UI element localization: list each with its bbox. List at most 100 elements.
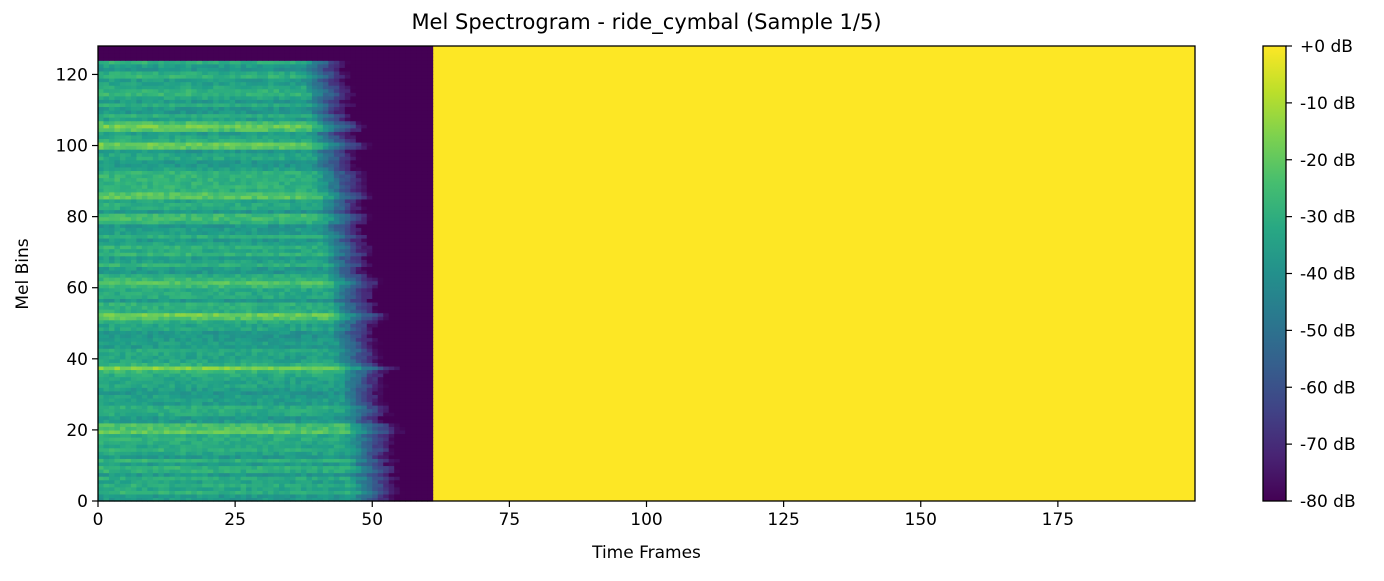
heatmap-cell — [388, 358, 395, 363]
heatmap-cell — [311, 252, 318, 257]
heatmap-cell — [350, 291, 357, 296]
heatmap-cell — [229, 469, 236, 474]
heatmap-cell — [377, 376, 384, 381]
heatmap-cell — [147, 333, 154, 339]
heatmap-cell — [350, 493, 357, 499]
heatmap-cell — [119, 380, 127, 385]
heatmap-cell — [229, 405, 236, 410]
heatmap-cell — [196, 344, 203, 349]
heatmap-cell — [163, 426, 170, 431]
heatmap-cell — [218, 230, 225, 235]
heatmap-cell — [355, 216, 362, 221]
heatmap-cell — [394, 213, 401, 218]
heatmap-cell — [262, 287, 269, 292]
heatmap-cell — [317, 291, 324, 296]
heatmap-cell — [202, 472, 209, 477]
heatmap-cell — [289, 365, 297, 371]
heatmap-cell — [158, 397, 165, 403]
heatmap-cell — [213, 355, 220, 360]
heatmap-cell — [311, 326, 318, 331]
heatmap-cell — [213, 330, 220, 335]
heatmap-cell — [328, 479, 335, 484]
heatmap-cell — [108, 223, 116, 228]
heatmap-cell — [169, 337, 176, 342]
heatmap-cell — [410, 383, 417, 388]
heatmap-cell — [169, 230, 176, 235]
heatmap-cell — [295, 433, 302, 438]
heatmap-cell — [103, 465, 110, 470]
heatmap-cell — [268, 394, 275, 399]
heatmap-cell — [240, 341, 247, 346]
heatmap-cell — [268, 380, 275, 385]
heatmap-cell — [125, 326, 132, 331]
heatmap-cell — [185, 305, 192, 310]
heatmap-cell — [328, 241, 335, 246]
heatmap-cell — [191, 390, 198, 395]
heatmap-cell — [158, 280, 165, 285]
heatmap-cell — [196, 220, 203, 225]
heatmap-cell — [339, 294, 346, 299]
heatmap-cell — [383, 355, 390, 360]
heatmap-cell — [311, 330, 318, 335]
heatmap-cell — [207, 344, 214, 349]
heatmap-cell — [421, 497, 428, 502]
heatmap-cell — [141, 341, 148, 346]
heatmap-cell — [394, 216, 401, 221]
heatmap-cell — [224, 319, 231, 324]
heatmap-cell — [125, 461, 132, 467]
heatmap-cell — [251, 497, 258, 502]
heatmap-cell — [229, 227, 236, 232]
heatmap-cell — [158, 483, 165, 488]
heatmap-cell — [240, 479, 247, 484]
heatmap-cell — [322, 291, 329, 296]
heatmap-cell — [114, 273, 121, 278]
heatmap-cell — [322, 362, 329, 367]
heatmap-cell — [240, 291, 247, 296]
heatmap-cell — [416, 234, 423, 239]
heatmap-cell — [383, 252, 390, 257]
heatmap-cell — [174, 433, 181, 438]
heatmap-cell — [240, 294, 247, 299]
heatmap-cell — [322, 333, 329, 339]
heatmap-cell — [152, 451, 159, 456]
heatmap-cell — [273, 469, 280, 474]
heatmap-cell — [158, 223, 165, 228]
heatmap-cell — [130, 408, 137, 413]
heatmap-cell — [273, 248, 280, 253]
heatmap-cell — [405, 408, 412, 413]
heatmap-cell — [114, 259, 121, 264]
heatmap-cell — [427, 479, 434, 484]
heatmap-cell — [180, 454, 187, 459]
heatmap-cell — [311, 277, 318, 282]
heatmap-cell — [268, 259, 275, 264]
heatmap-cell — [383, 287, 390, 292]
heatmap-cell — [152, 497, 159, 502]
heatmap-cell — [147, 230, 154, 235]
heatmap-cell — [366, 323, 373, 328]
heatmap-cell — [273, 287, 280, 292]
heatmap-cell — [152, 234, 159, 239]
heatmap-cell — [174, 422, 181, 427]
heatmap-cell — [427, 220, 434, 225]
heatmap-cell — [361, 451, 368, 456]
heatmap-cell — [108, 387, 116, 392]
heatmap-cell — [218, 316, 225, 321]
heatmap-cell — [279, 408, 286, 413]
heatmap-cell — [284, 419, 291, 424]
heatmap-cell — [98, 426, 105, 431]
heatmap-cell — [108, 433, 116, 438]
heatmap-cell — [399, 273, 406, 278]
heatmap-cell — [202, 330, 209, 335]
heatmap-cell — [355, 472, 362, 477]
heatmap-cell — [333, 309, 340, 314]
heatmap-cell — [262, 358, 269, 363]
heatmap-cell — [262, 408, 269, 413]
heatmap-cell — [180, 291, 187, 296]
heatmap-cell — [300, 326, 308, 331]
heatmap-cell — [317, 493, 324, 499]
heatmap-cell — [279, 362, 286, 367]
heatmap-cell — [268, 490, 275, 495]
heatmap-cell — [366, 248, 373, 253]
heatmap-cell — [262, 476, 269, 481]
heatmap-cell — [235, 390, 242, 395]
